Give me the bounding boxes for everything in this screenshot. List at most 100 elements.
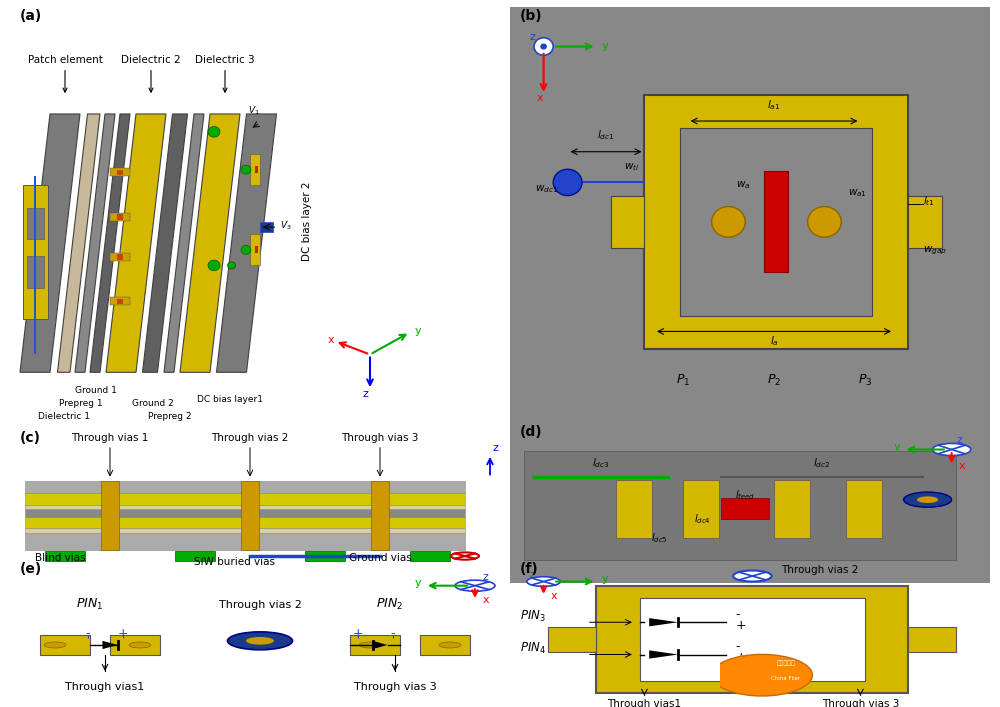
Circle shape <box>553 169 582 196</box>
Text: Dielectric 1: Dielectric 1 <box>38 412 90 421</box>
Text: $P_3$: $P_3$ <box>858 373 872 388</box>
Bar <box>524 451 956 561</box>
Bar <box>420 636 470 655</box>
Circle shape <box>527 577 560 586</box>
Polygon shape <box>90 114 130 373</box>
Text: $l_{dc5}$: $l_{dc5}$ <box>651 531 667 544</box>
Bar <box>846 480 882 537</box>
Text: x: x <box>328 335 334 345</box>
Text: $l_{dc1}$: $l_{dc1}$ <box>597 129 615 142</box>
Text: -: - <box>390 626 395 640</box>
Text: $V_1$: $V_1$ <box>248 105 260 117</box>
Text: (e): (e) <box>20 562 42 576</box>
Bar <box>611 196 644 248</box>
Text: $l_{dc2}$: $l_{dc2}$ <box>813 456 831 470</box>
Text: Ground 2: Ground 2 <box>132 399 173 408</box>
Text: $w_{tl}$: $w_{tl}$ <box>624 161 640 173</box>
Text: -: - <box>85 626 90 640</box>
Text: Dielectric 3: Dielectric 3 <box>195 55 255 92</box>
Text: x: x <box>551 591 557 601</box>
Text: $l_{a1}$: $l_{a1}$ <box>767 98 781 112</box>
Bar <box>260 222 272 232</box>
Bar <box>908 196 942 248</box>
Text: y: y <box>894 443 901 452</box>
Circle shape <box>359 642 381 648</box>
Bar <box>350 636 400 655</box>
Text: Through vias 3: Through vias 3 <box>822 699 899 707</box>
Text: Through vias1: Through vias1 <box>65 682 145 692</box>
Text: $l_{dc4}$: $l_{dc4}$ <box>694 513 710 526</box>
Text: z: z <box>482 572 488 582</box>
Bar <box>721 498 769 520</box>
Text: z: z <box>529 32 535 42</box>
Text: (a): (a) <box>20 9 42 23</box>
Bar <box>25 509 465 517</box>
Text: China Flier: China Flier <box>771 676 801 681</box>
Bar <box>644 95 908 349</box>
Text: z: z <box>956 435 962 445</box>
Bar <box>26 208 44 239</box>
Text: Prepreg 2: Prepreg 2 <box>148 412 192 421</box>
Polygon shape <box>20 114 80 373</box>
Text: $w_{dc1}$: $w_{dc1}$ <box>535 183 558 195</box>
Circle shape <box>241 245 251 255</box>
Bar <box>117 170 123 175</box>
Text: Through vias 3: Through vias 3 <box>354 682 436 692</box>
Text: +: + <box>352 626 363 640</box>
Bar <box>26 257 44 288</box>
Bar <box>175 551 215 561</box>
Bar <box>40 636 90 655</box>
Text: Prepreg 1: Prepreg 1 <box>59 399 103 408</box>
Text: (f): (f) <box>520 562 538 576</box>
Text: (b): (b) <box>520 9 542 23</box>
Polygon shape <box>649 618 678 626</box>
Text: z: z <box>529 570 535 580</box>
Bar <box>596 585 908 693</box>
Bar <box>548 627 596 652</box>
Text: y: y <box>601 41 608 51</box>
Text: $PIN_2$: $PIN_2$ <box>376 597 404 612</box>
Circle shape <box>208 127 220 137</box>
Text: Dielectric 2: Dielectric 2 <box>121 55 181 92</box>
Bar <box>25 533 465 549</box>
Circle shape <box>712 206 745 238</box>
Text: Through vias 2: Through vias 2 <box>781 566 859 575</box>
Text: y: y <box>601 574 608 584</box>
Text: z: z <box>362 389 368 399</box>
Text: Through vias 2: Through vias 2 <box>219 600 301 609</box>
Bar <box>117 299 123 304</box>
Text: -: - <box>736 608 740 621</box>
Text: (d): (d) <box>520 425 542 439</box>
Bar <box>25 528 465 533</box>
Text: y: y <box>415 578 422 588</box>
Text: Through vias 1: Through vias 1 <box>71 433 149 443</box>
Text: $w_{gap}$: $w_{gap}$ <box>923 245 947 257</box>
Text: $PIN_1$: $PIN_1$ <box>76 597 104 612</box>
Bar <box>110 168 130 176</box>
Bar <box>110 298 130 305</box>
Bar <box>110 253 130 261</box>
Bar <box>25 505 465 509</box>
Circle shape <box>540 43 547 49</box>
Bar <box>250 154 260 185</box>
Text: $l_{feed}$: $l_{feed}$ <box>735 488 755 502</box>
Circle shape <box>808 206 841 238</box>
Bar <box>250 234 260 265</box>
Text: $PIN_4$: $PIN_4$ <box>520 641 546 656</box>
Circle shape <box>208 260 220 271</box>
Bar <box>25 481 465 493</box>
Polygon shape <box>372 641 388 649</box>
Polygon shape <box>103 641 118 649</box>
Bar <box>774 480 810 537</box>
Text: DC bias layer 2: DC bias layer 2 <box>302 181 312 261</box>
Bar <box>110 636 160 655</box>
Circle shape <box>439 642 461 648</box>
Polygon shape <box>58 114 100 373</box>
Text: (c): (c) <box>20 431 41 445</box>
Bar <box>255 246 258 253</box>
Circle shape <box>241 165 251 174</box>
Text: $l_{dc3}$: $l_{dc3}$ <box>592 456 610 470</box>
Circle shape <box>712 655 812 696</box>
Text: x: x <box>959 460 965 471</box>
Text: z: z <box>492 443 498 453</box>
